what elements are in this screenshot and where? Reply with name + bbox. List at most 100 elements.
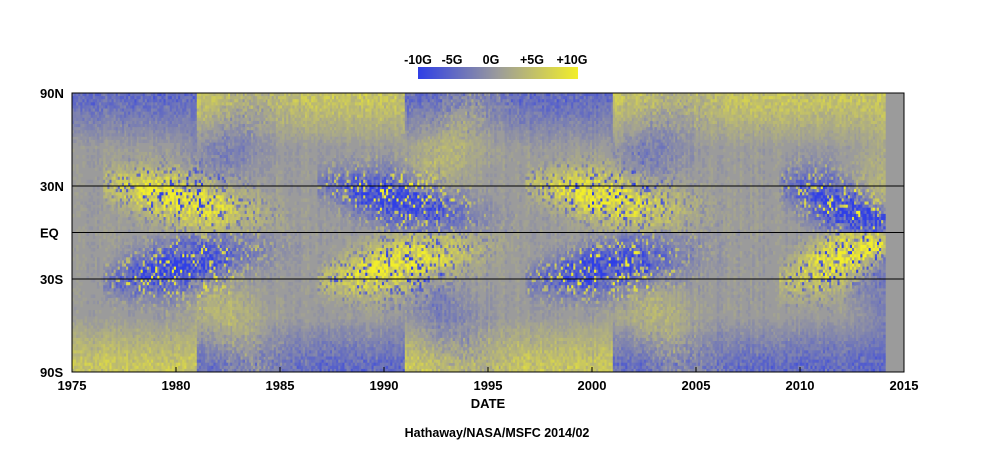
heatmap-cell <box>112 146 114 150</box>
heatmap-cell <box>118 124 120 128</box>
heatmap-cell <box>136 149 138 153</box>
heatmap-cell <box>118 313 120 317</box>
heatmap-cell <box>93 189 95 193</box>
heatmap-cell <box>78 260 80 264</box>
heatmap-cell <box>93 149 95 153</box>
heatmap-cell <box>118 236 120 240</box>
heatmap-cell <box>132 158 134 162</box>
heatmap-cell <box>116 233 118 237</box>
heatmap-cell <box>97 273 99 277</box>
heatmap-cell <box>114 140 116 144</box>
heatmap-cell <box>97 177 99 181</box>
heatmap-cell <box>82 260 84 264</box>
heatmap-cell <box>132 310 134 314</box>
heatmap-cell <box>95 217 97 221</box>
heatmap-cell <box>130 152 132 156</box>
heatmap-cell <box>107 291 109 295</box>
heatmap-cell <box>74 186 76 190</box>
heatmap-cell <box>82 245 84 249</box>
heatmap-cell <box>114 245 116 249</box>
heatmap-cell <box>114 326 116 330</box>
heatmap-cell <box>103 257 105 261</box>
heatmap-cell <box>122 155 124 159</box>
heatmap-cell <box>122 167 124 171</box>
heatmap-cell <box>120 316 122 320</box>
heatmap-cell <box>95 329 97 333</box>
heatmap-cell <box>103 205 105 209</box>
heatmap-cell <box>112 171 114 175</box>
heatmap-cell <box>103 220 105 224</box>
heatmap-cell <box>78 180 80 184</box>
heatmap-cell <box>122 239 124 243</box>
heatmap-cell <box>80 319 82 323</box>
heatmap-cell <box>78 239 80 243</box>
heatmap-cell <box>95 322 97 326</box>
heatmap-cell <box>74 205 76 209</box>
heatmap-cell <box>87 214 89 218</box>
heatmap-cell <box>80 195 82 199</box>
heatmap-cell <box>107 257 109 261</box>
heatmap-cell <box>116 251 118 255</box>
heatmap-cell <box>128 220 130 224</box>
heatmap-cell <box>124 319 126 323</box>
heatmap-cell <box>105 319 107 323</box>
heatmap-cell <box>134 242 136 246</box>
heatmap-cell <box>82 291 84 295</box>
heatmap-cell <box>89 245 91 249</box>
heatmap-cell <box>93 202 95 206</box>
heatmap-cell <box>118 149 120 153</box>
heatmap-cell <box>84 326 86 330</box>
colorbar: -10G -5G 0G +5G +10G <box>404 53 587 79</box>
heatmap-cell <box>134 140 136 144</box>
heatmap-cell <box>136 223 138 227</box>
heatmap-cell <box>105 143 107 147</box>
heatmap-cell <box>134 236 136 240</box>
heatmap-cell <box>112 239 114 243</box>
heatmap-cell <box>95 316 97 320</box>
heatmap-cell <box>76 254 78 258</box>
heatmap-cell <box>103 208 105 212</box>
heatmap-cell <box>132 223 134 227</box>
heatmap-cell <box>128 143 130 147</box>
heatmap-cell <box>116 304 118 308</box>
heatmap-cell <box>87 233 89 237</box>
heatmap-cell <box>103 236 105 240</box>
heatmap-cell <box>101 319 103 323</box>
heatmap-cell <box>109 223 111 227</box>
heatmap-cell <box>122 133 124 137</box>
heatmap-cell <box>97 152 99 156</box>
colorbar-tick-label: -5G <box>442 53 463 67</box>
heatmap-cell <box>124 136 126 140</box>
heatmap-cell <box>74 177 76 181</box>
heatmap-cell <box>105 140 107 144</box>
heatmap-cell <box>82 146 84 150</box>
heatmap-cell <box>91 180 93 184</box>
heatmap-cell <box>80 282 82 286</box>
heatmap-cell <box>76 264 78 268</box>
heatmap-cell <box>112 310 114 314</box>
heatmap-cell <box>112 242 114 246</box>
heatmap-cell <box>107 329 109 333</box>
heatmap-cell <box>105 298 107 302</box>
heatmap-cell <box>97 267 99 271</box>
heatmap-cell <box>103 158 105 162</box>
heatmap-cell <box>93 279 95 283</box>
heatmap-cell <box>91 195 93 199</box>
heatmap-cell <box>120 143 122 147</box>
heatmap-cell <box>74 288 76 292</box>
heatmap-cell <box>97 257 99 261</box>
heatmap-cell <box>103 161 105 165</box>
heatmap-cell <box>97 260 99 264</box>
heatmap-cell <box>80 202 82 206</box>
heatmap-cell <box>97 202 99 206</box>
heatmap-cell <box>134 307 136 311</box>
heatmap-cell <box>103 177 105 181</box>
heatmap-cell <box>114 236 116 240</box>
heatmap-cell <box>120 217 122 221</box>
heatmap-cell <box>132 313 134 317</box>
heatmap-cell <box>82 239 84 243</box>
heatmap-cell <box>76 171 78 175</box>
heatmap-cell <box>95 233 97 237</box>
heatmap-cell <box>76 155 78 159</box>
heatmap-cell <box>95 223 97 227</box>
